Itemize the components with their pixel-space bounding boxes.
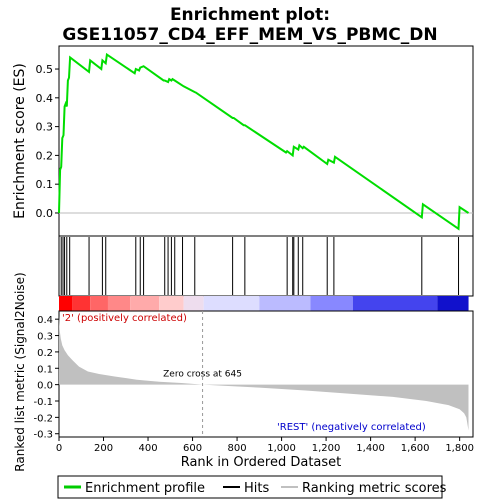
rank-x-tick-label: 1,400 <box>356 443 385 454</box>
metric-y-tick-label: 0.4 <box>37 315 53 326</box>
heatmap-segment <box>90 296 108 311</box>
heatmap-segment <box>437 296 469 311</box>
metric-y-tick-label: -0.2 <box>33 413 53 424</box>
heatmap-segment <box>310 296 353 311</box>
es-panel: 0.0 0.1 0.2 0.3 0.4 0.5 Enrichment score (ES) <box>12 45 474 237</box>
es-y-axis: 0.0 0.1 0.2 0.3 0.4 0.5 <box>36 63 59 220</box>
heatmap-segment <box>352 296 438 311</box>
heatmap-segment <box>107 296 131 311</box>
heatmap-segment <box>59 296 73 311</box>
rank-x-tick-label: 400 <box>138 443 157 454</box>
rank-x-tick-label: 800 <box>228 443 247 454</box>
legend-label-hits: Hits <box>244 481 269 496</box>
chart-title-line1: Enrichment plot: <box>170 5 330 25</box>
es-y-tick-label: 0.4 <box>36 92 54 105</box>
metric-y-tick-label: 0.2 <box>37 348 53 359</box>
heatmap-segment <box>130 296 160 311</box>
metric-y-tick-label: 0.0 <box>37 381 53 392</box>
heatmap-segment <box>183 296 204 311</box>
heatmap-segment <box>203 296 260 311</box>
rank-x-tick-label: 1,000 <box>267 443 296 454</box>
rank-x-tick-label: 1,800 <box>445 443 474 454</box>
rank-x-tick-label: 600 <box>183 443 202 454</box>
metric-y-axis: -0.3 -0.2 -0.1 0.0 0.1 0.2 0.3 0.4 <box>33 315 59 441</box>
hit-lines <box>60 237 460 295</box>
rank-heatmap-bar <box>59 296 469 311</box>
rank-x-tick-label: 200 <box>94 443 113 454</box>
metric-y-tick-label: 0.3 <box>37 332 53 343</box>
metric-y-tick-label: -0.1 <box>33 397 53 408</box>
legend-label-ranking-metric: Ranking metric scores <box>302 481 447 496</box>
metric-y-axis-label: Ranked list metric (Signal2Noise) <box>13 272 27 471</box>
negative-correlation-label: 'REST' (negatively correlated) <box>277 422 426 433</box>
positive-correlation-label: '2' (positively correlated) <box>62 313 187 324</box>
es-y-axis-label: Enrichment score (ES) <box>12 63 28 219</box>
metric-y-tick-label: -0.3 <box>33 430 53 441</box>
hits-panel <box>58 235 474 311</box>
rank-x-axis-label: Rank in Ordered Dataset <box>181 455 342 470</box>
heatmap-segment <box>159 296 184 311</box>
es-y-tick-label: 0.0 <box>36 207 54 220</box>
zero-cross-label: Zero cross at 645 <box>163 370 242 380</box>
metric-y-tick-label: 0.1 <box>37 364 53 375</box>
es-y-tick-label: 0.1 <box>36 178 54 191</box>
heatmap-segment <box>72 296 91 311</box>
heatmap-segment <box>259 296 311 311</box>
legend: Enrichment profile Hits Ranking metric s… <box>57 475 447 499</box>
metric-panel: Zero cross at 645 '2' (positively correl… <box>13 272 474 471</box>
es-profile-line <box>58 52 470 231</box>
es-y-tick-label: 0.3 <box>36 121 54 134</box>
rank-x-tick-label: 1,600 <box>401 443 430 454</box>
chart-title-line2: GSE11057_CD4_EFF_MEM_VS_PBMC_DN <box>62 25 437 45</box>
rank-x-tick-label: 0 <box>56 443 62 454</box>
rank-x-tick-label: 1,200 <box>312 443 341 454</box>
rank-x-axis: 0 200 400 600 800 1,000 1,200 1,400 1,600 1,800 <box>56 437 474 454</box>
es-y-tick-label: 0.5 <box>36 63 54 76</box>
es-y-tick-label: 0.2 <box>36 149 54 162</box>
legend-frame <box>57 475 443 499</box>
legend-label-enrichment-profile: Enrichment profile <box>85 481 205 496</box>
